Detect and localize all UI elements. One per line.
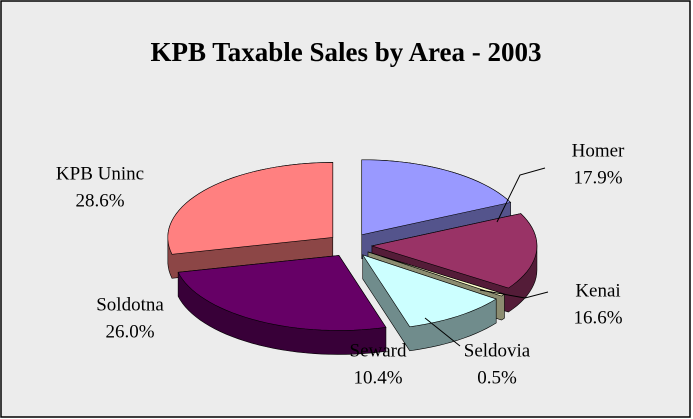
slice-top	[367, 251, 506, 297]
data-label-value: 10.4%	[353, 367, 402, 388]
slice	[361, 254, 497, 352]
data-label-name: KPB Uninc	[56, 163, 144, 184]
slice-top	[167, 162, 334, 255]
data-label-name: Homer	[572, 140, 625, 161]
pie	[167, 159, 538, 355]
data-label-value: 17.9%	[573, 167, 622, 188]
data-label-value: 0.5%	[477, 367, 517, 388]
data-label-value: 26.0%	[105, 321, 154, 342]
slice-top	[370, 213, 538, 289]
data-label-name: Soldotna	[96, 294, 164, 315]
slice	[167, 162, 334, 279]
data-label-name: Seward	[350, 340, 407, 361]
leader-line	[424, 317, 461, 347]
slice	[177, 255, 387, 355]
data-label-name: Kenai	[575, 280, 620, 301]
data-label-value: 28.6%	[75, 190, 124, 211]
slice-top	[177, 255, 387, 331]
chart-title: KPB Taxable Sales by Area - 2003	[150, 37, 541, 67]
leader-line	[479, 289, 549, 299]
slice	[370, 213, 538, 313]
data-label-name: Seldovia	[464, 340, 531, 361]
slice-top	[361, 159, 512, 236]
slice-top	[361, 254, 497, 328]
labels: Homer 17.9% Kenai 16.6% Seldovia 0.5% Seward 10…	[56, 140, 625, 388]
leader-line	[496, 167, 546, 223]
data-label-value: 16.6%	[573, 307, 622, 328]
